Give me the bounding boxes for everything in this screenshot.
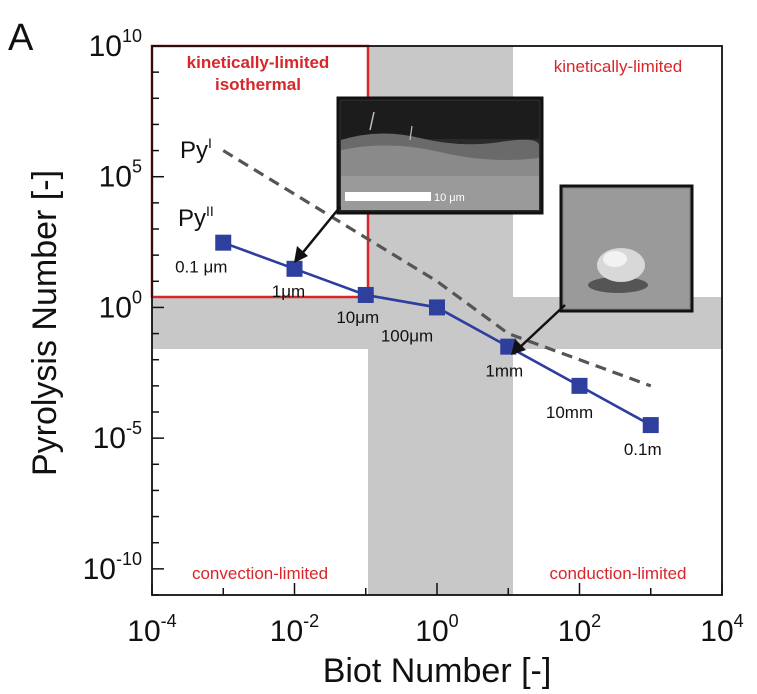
point-label: 100μm — [381, 326, 433, 345]
x-tick-label: 102 — [558, 611, 601, 648]
curve-label-py-i: PyI — [180, 135, 212, 164]
region-label-isothermal-line1: kinetically-limited — [187, 53, 330, 72]
series-py-ii-point — [571, 377, 588, 394]
series-py-ii-point — [286, 260, 303, 277]
axis-ticks: 10-4 10-2 100 102 104 1010 105 100 10-5 10-10 — [83, 26, 744, 648]
series-py-ii-point — [642, 417, 659, 434]
curve-label-py-ii: PyII — [178, 203, 214, 232]
y-tick-label: 1010 — [89, 26, 142, 63]
series-py-ii-point — [357, 286, 374, 303]
x-tick-label: 100 — [415, 611, 458, 648]
y-tick-label: 10-10 — [83, 549, 142, 586]
point-label: 0.1 μm — [175, 258, 227, 277]
point-label: 1μm — [272, 282, 305, 301]
sem-inset-layer: 10 μm — [336, 96, 544, 215]
y-axis-title: Pyrolysis Number [-] — [26, 170, 64, 476]
point-label: 10mm — [546, 403, 593, 422]
series-py-i-line — [222, 149, 652, 388]
series-py-ii-point — [215, 234, 232, 251]
region-label-convection: convection-limited — [192, 564, 328, 583]
point-label: 0.1m — [624, 440, 662, 459]
region-label-kinetic: kinetically-limited — [554, 57, 682, 76]
x-axis-title: Biot Number [-] — [323, 652, 552, 690]
x-tick-label: 104 — [700, 611, 743, 648]
sem-inset-particle — [559, 184, 694, 313]
y-tick-label: 10-5 — [93, 418, 142, 455]
y-tick-label: 105 — [99, 157, 142, 194]
scale-bar-label: 10 μm — [434, 192, 465, 204]
panel-letter: A — [8, 17, 34, 59]
region-label-isothermal-line2: isothermal — [215, 75, 301, 94]
x-tick-label: 10-2 — [270, 611, 319, 648]
point-label: 10μm — [336, 308, 379, 327]
point-label: 1mm — [485, 362, 523, 381]
y-tick-label: 100 — [99, 287, 142, 324]
series-py-ii-point — [429, 299, 445, 316]
region-label-conduction: conduction-limited — [549, 564, 686, 583]
callout-arrows — [294, 206, 566, 355]
x-tick-label: 10-4 — [127, 611, 176, 648]
